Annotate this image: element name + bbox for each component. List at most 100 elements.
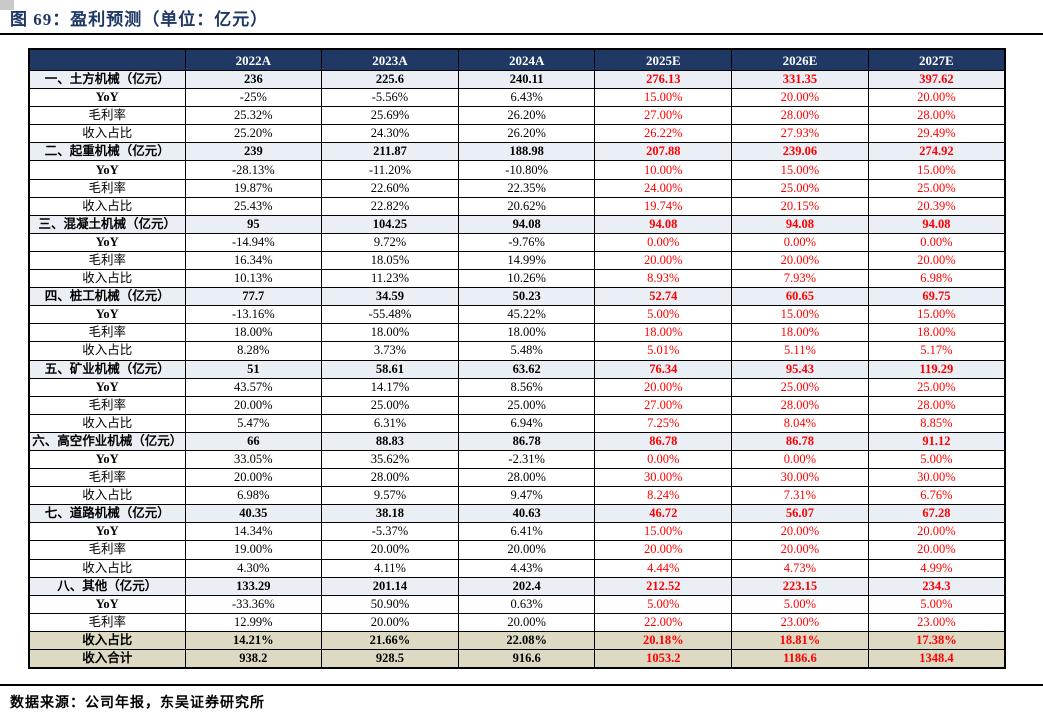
row-label: 收入占比 bbox=[28, 341, 186, 361]
actual-value-cell: 6.41% bbox=[457, 522, 596, 542]
forecast-value-cell: 15.00% bbox=[731, 305, 869, 325]
forecast-value-cell: 20.00% bbox=[867, 522, 1006, 542]
actual-value-cell: 4.11% bbox=[321, 558, 459, 578]
actual-value-cell: 239 bbox=[184, 142, 323, 162]
forecast-value-cell: 8.85% bbox=[867, 413, 1006, 433]
profit-forecast-table: 2022A 2023A 2024A 2025E 2026E 2027E 一、土方机械（亿元… bbox=[28, 48, 1006, 670]
actual-value-cell: 201.14 bbox=[321, 576, 459, 596]
forecast-value-cell: 24.00% bbox=[594, 178, 733, 198]
actual-value-cell: 202.4 bbox=[457, 576, 596, 596]
forecast-value-cell: 1348.4 bbox=[867, 649, 1006, 669]
forecast-value-cell: 7.25% bbox=[594, 413, 733, 433]
table-row: 毛利率 20.00% 28.00% 28.00% 30.00% 30.00% 30.00% bbox=[28, 468, 1006, 488]
row-label: 三、混凝土机械（亿元） bbox=[28, 214, 186, 234]
actual-value-cell: 20.00% bbox=[457, 612, 596, 632]
row-label: 四、桩工机械（亿元） bbox=[28, 287, 186, 307]
forecast-value-cell: 20.00% bbox=[867, 88, 1006, 108]
actual-value-cell: 35.62% bbox=[321, 449, 459, 470]
forecast-value-cell: 20.00% bbox=[594, 377, 733, 397]
actual-value-cell: 66 bbox=[184, 431, 323, 451]
actual-value-cell: 133.29 bbox=[184, 576, 323, 596]
row-label: 六、高空作业机械（亿元） bbox=[28, 431, 186, 451]
row-label: YoY bbox=[28, 594, 186, 614]
forecast-value-cell: 20.00% bbox=[731, 522, 869, 542]
actual-value-cell: -5.37% bbox=[321, 522, 459, 542]
forecast-value-cell: 22.00% bbox=[594, 612, 733, 632]
row-label: 毛利率 bbox=[28, 323, 186, 343]
forecast-value-cell: 20.39% bbox=[867, 196, 1006, 216]
corner-header-cell bbox=[28, 48, 186, 71]
actual-value-cell: 11.23% bbox=[321, 269, 459, 289]
forecast-value-cell: 0.00% bbox=[594, 449, 733, 470]
forecast-value-cell: 20.00% bbox=[731, 540, 869, 560]
actual-value-cell: 20.00% bbox=[321, 612, 459, 632]
actual-value-cell: 40.35 bbox=[184, 504, 323, 524]
row-label: YoY bbox=[28, 305, 186, 325]
forecast-value-cell: 17.38% bbox=[867, 630, 1006, 651]
row-label: 收入占比 bbox=[28, 196, 186, 216]
table-row: 收入合计 938.2 928.5 916.6 1053.2 1186.6 1348.4 bbox=[28, 649, 1006, 669]
column-header: 2023A bbox=[321, 48, 459, 71]
footer-divider bbox=[0, 684, 1043, 686]
forecast-value-cell: 10.00% bbox=[594, 160, 733, 180]
actual-value-cell: 236 bbox=[184, 69, 323, 90]
actual-value-cell: -55.48% bbox=[321, 305, 459, 325]
column-header: 2027E bbox=[867, 48, 1006, 71]
actual-value-cell: 6.98% bbox=[184, 486, 323, 506]
forecast-value-cell: 212.52 bbox=[594, 576, 733, 596]
forecast-value-cell: 5.00% bbox=[867, 449, 1006, 470]
table-row: 五、矿业机械（亿元） 51 58.61 63.62 76.34 95.43 119.29 bbox=[28, 359, 1006, 379]
forecast-value-cell: 15.00% bbox=[731, 160, 869, 180]
row-label: 毛利率 bbox=[28, 250, 186, 271]
forecast-value-cell: 25.00% bbox=[867, 178, 1006, 198]
forecast-value-cell: 7.31% bbox=[731, 486, 869, 506]
forecast-value-cell: 331.35 bbox=[731, 69, 869, 90]
row-label: 毛利率 bbox=[28, 106, 186, 126]
table-row: 收入占比 10.13% 11.23% 10.26% 8.93% 7.93% 6.98% bbox=[28, 269, 1006, 289]
actual-value-cell: 25.00% bbox=[457, 395, 596, 415]
table-row: 毛利率 18.00% 18.00% 18.00% 18.00% 18.00% 18.00% bbox=[28, 323, 1006, 343]
forecast-value-cell: 23.00% bbox=[867, 612, 1006, 632]
forecast-value-cell: 23.00% bbox=[731, 612, 869, 632]
actual-value-cell: 40.63 bbox=[457, 504, 596, 524]
table-row: 收入占比 8.28% 3.73% 5.48% 5.01% 5.11% 5.17% bbox=[28, 341, 1006, 361]
forecast-value-cell: 76.34 bbox=[594, 359, 733, 379]
actual-value-cell: 28.00% bbox=[457, 468, 596, 488]
forecast-value-cell: 20.00% bbox=[731, 250, 869, 271]
forecast-value-cell: 20.00% bbox=[594, 540, 733, 560]
forecast-value-cell: 0.00% bbox=[731, 232, 869, 252]
forecast-value-cell: 94.08 bbox=[867, 214, 1006, 234]
actual-value-cell: 3.73% bbox=[321, 341, 459, 361]
forecast-value-cell: 27.00% bbox=[594, 106, 733, 126]
actual-value-cell: 8.28% bbox=[184, 341, 323, 361]
forecast-value-cell: 20.00% bbox=[594, 250, 733, 271]
row-label: 收入占比 bbox=[28, 486, 186, 506]
forecast-value-cell: 15.00% bbox=[594, 522, 733, 542]
actual-value-cell: -9.76% bbox=[457, 232, 596, 252]
actual-value-cell: -5.56% bbox=[321, 88, 459, 108]
profit-forecast-table-container: 2022A 2023A 2024A 2025E 2026E 2027E 一、土方机械（亿元… bbox=[28, 48, 1006, 670]
row-label: 收入占比 bbox=[28, 558, 186, 578]
actual-value-cell: 10.13% bbox=[184, 269, 323, 289]
forecast-value-cell: 5.11% bbox=[731, 341, 869, 361]
actual-value-cell: 938.2 bbox=[184, 649, 323, 669]
forecast-value-cell: 91.12 bbox=[867, 431, 1006, 451]
row-label: YoY bbox=[28, 449, 186, 470]
actual-value-cell: 10.26% bbox=[457, 269, 596, 289]
table-row: 八、其他（亿元） 133.29 201.14 202.4 212.52 223.15 234… bbox=[28, 576, 1006, 596]
forecast-value-cell: 28.00% bbox=[731, 395, 869, 415]
table-row: YoY -25% -5.56% 6.43% 15.00% 20.00% 20.00% bbox=[28, 88, 1006, 108]
actual-value-cell: 77.7 bbox=[184, 287, 323, 307]
forecast-value-cell: 5.00% bbox=[594, 594, 733, 614]
forecast-value-cell: 27.00% bbox=[594, 395, 733, 415]
forecast-value-cell: 25.00% bbox=[731, 178, 869, 198]
row-label: 收入占比 bbox=[28, 413, 186, 433]
table-row: YoY -28.13% -11.20% -10.80% 10.00% 15.00% 15.0… bbox=[28, 160, 1006, 180]
actual-value-cell: 25.32% bbox=[184, 106, 323, 126]
row-label: 七、道路机械（亿元） bbox=[28, 504, 186, 524]
actual-value-cell: 86.78 bbox=[457, 431, 596, 451]
table-row: YoY -14.94% 9.72% -9.76% 0.00% 0.00% 0.00% bbox=[28, 232, 1006, 252]
forecast-value-cell: 207.88 bbox=[594, 142, 733, 162]
actual-value-cell: 5.47% bbox=[184, 413, 323, 433]
actual-value-cell: 928.5 bbox=[321, 649, 459, 669]
